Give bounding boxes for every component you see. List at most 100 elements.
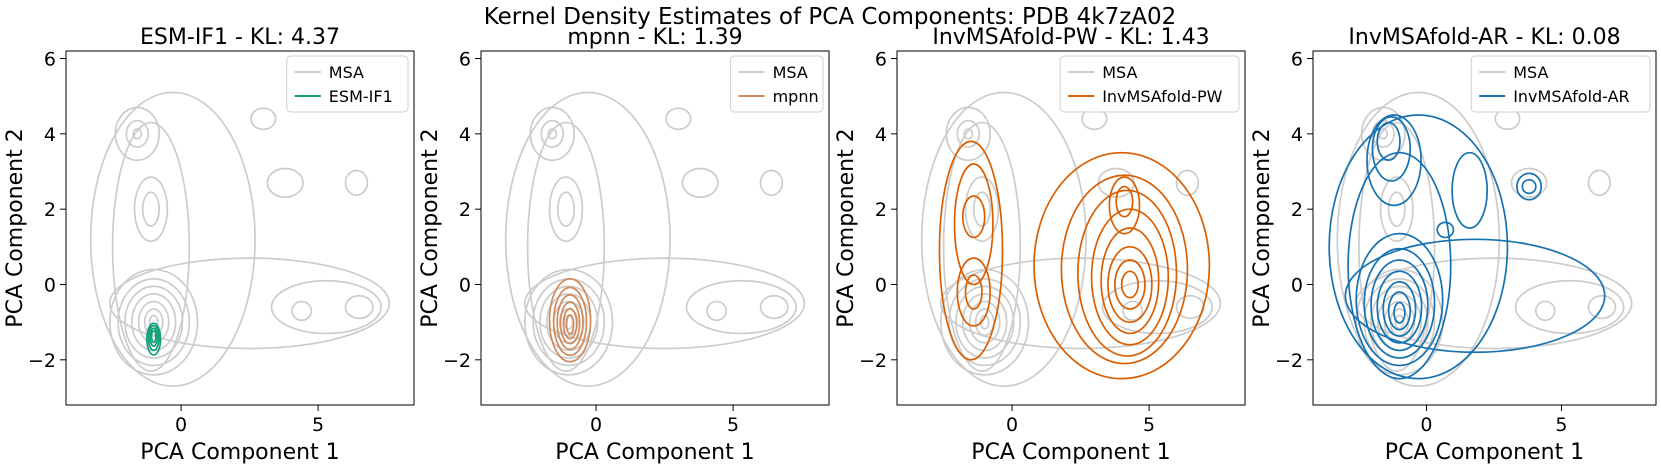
model-contour — [1376, 121, 1401, 162]
model-contour — [1355, 232, 1444, 367]
msa-contour — [124, 285, 184, 359]
msa-contour — [1358, 121, 1436, 372]
y-tick-label: −2 — [28, 350, 56, 372]
msa-contour — [556, 191, 576, 227]
msa-contour — [291, 300, 313, 322]
y-tick-label: 4 — [44, 124, 56, 146]
legend-label: MSA — [1513, 63, 1548, 82]
msa-contour — [523, 268, 614, 376]
model-contour — [1077, 189, 1178, 357]
model-contour — [149, 327, 159, 348]
msa-contour — [685, 279, 797, 335]
model-contour — [1120, 270, 1139, 299]
y-tick-label: −2 — [443, 350, 471, 372]
plot-area — [1328, 91, 1633, 388]
msa-contour — [344, 169, 369, 197]
model-contour — [1113, 259, 1146, 310]
model-contour — [548, 277, 592, 363]
y-axis-label: PCA Component 2 — [418, 128, 443, 327]
legend-box — [1470, 55, 1651, 113]
msa-contour — [143, 308, 164, 337]
legend: MSA mpnn — [730, 55, 824, 113]
model-contour — [552, 286, 588, 357]
x-axis-label: PCA Component 1 — [555, 440, 754, 465]
y-tick-label: 0 — [875, 274, 887, 296]
x-tick-label: 5 — [1143, 414, 1155, 436]
model-contour — [1060, 174, 1189, 365]
y-axis-label: PCA Component 2 — [834, 128, 859, 327]
model-contour — [556, 294, 584, 351]
y-tick-label: 2 — [875, 199, 887, 221]
model-contour — [1328, 114, 1509, 380]
msa-contour — [1587, 294, 1617, 320]
msa-contour — [270, 279, 382, 335]
axes-frame — [480, 50, 830, 406]
msa-contour — [963, 128, 974, 140]
y-tick-label: 6 — [875, 49, 887, 71]
msa-contour — [250, 107, 277, 131]
msa-contour — [108, 268, 199, 376]
msa-contour — [939, 268, 1030, 376]
msa-contour — [1510, 167, 1548, 198]
y-tick-label: 0 — [1291, 274, 1303, 296]
legend-box — [730, 55, 824, 113]
msa-contour — [706, 300, 728, 322]
model-contour — [559, 301, 581, 345]
y-tick-label: 6 — [44, 49, 56, 71]
y-tick-label: 4 — [459, 124, 471, 146]
model-contour — [1366, 114, 1422, 207]
msa-contour — [942, 121, 1022, 372]
msa-contour — [132, 128, 143, 140]
y-tick-label: 2 — [44, 199, 56, 221]
msa-contour — [759, 169, 784, 197]
y-tick-label: 0 — [459, 274, 471, 296]
model-contour — [1033, 151, 1211, 380]
legend-box — [1059, 55, 1240, 113]
msa-contour — [1379, 176, 1414, 243]
msa-contour — [1122, 300, 1144, 322]
msa-contour — [108, 257, 391, 350]
msa-contour — [1514, 279, 1625, 335]
plot-area — [920, 91, 1222, 388]
y-axis-label: PCA Component 2 — [1250, 128, 1275, 327]
x-tick-label: 0 — [175, 414, 187, 436]
msa-contour — [141, 191, 161, 227]
plot-area — [504, 91, 806, 388]
legend-box — [286, 55, 409, 113]
model-contour — [964, 274, 983, 310]
model-contour — [956, 257, 992, 327]
model-contour — [1382, 281, 1417, 337]
model-contour — [150, 329, 157, 343]
model-contour — [1521, 178, 1537, 195]
msa-contour — [266, 167, 304, 198]
subplot-title: mpnn - KL: 1.39 — [567, 25, 742, 50]
model-contour — [1347, 151, 1452, 380]
y-tick-label: 2 — [1291, 199, 1303, 221]
model-contour — [1393, 301, 1406, 324]
x-tick-label: 0 — [590, 414, 602, 436]
model-contour — [1090, 208, 1170, 346]
msa-contour — [117, 277, 191, 367]
axes-frame — [65, 50, 415, 406]
y-tick-label: −2 — [1275, 350, 1303, 372]
x-tick-label: 5 — [727, 414, 739, 436]
msa-contour — [547, 128, 558, 140]
model-contour — [562, 307, 578, 340]
model-contour — [938, 140, 1004, 361]
y-tick-label: −2 — [859, 350, 887, 372]
x-axis-label: PCA Component 1 — [971, 440, 1170, 465]
msa-contour — [1175, 169, 1200, 197]
subplot-title: ESM-IF1 - KL: 4.37 — [140, 25, 340, 50]
subplot-1: 0 5 −2 0 2 4 6 ESM-IF1 - KL: 4.37 PCA Component … — [3, 25, 415, 465]
msa-contour — [955, 285, 1015, 359]
model-contour — [1376, 270, 1423, 344]
msa-contour — [948, 277, 1022, 367]
msa-contour — [1378, 128, 1389, 140]
msa-contour — [548, 176, 584, 243]
msa-contour — [974, 308, 995, 337]
msa-contour — [89, 91, 256, 388]
y-tick-label: 4 — [1291, 124, 1303, 146]
subplots-container: 0 5 −2 0 2 4 6 ESM-IF1 - KL: 4.37 PCA Component … — [3, 25, 1657, 465]
legend-label: ESM-IF1 — [329, 87, 393, 106]
